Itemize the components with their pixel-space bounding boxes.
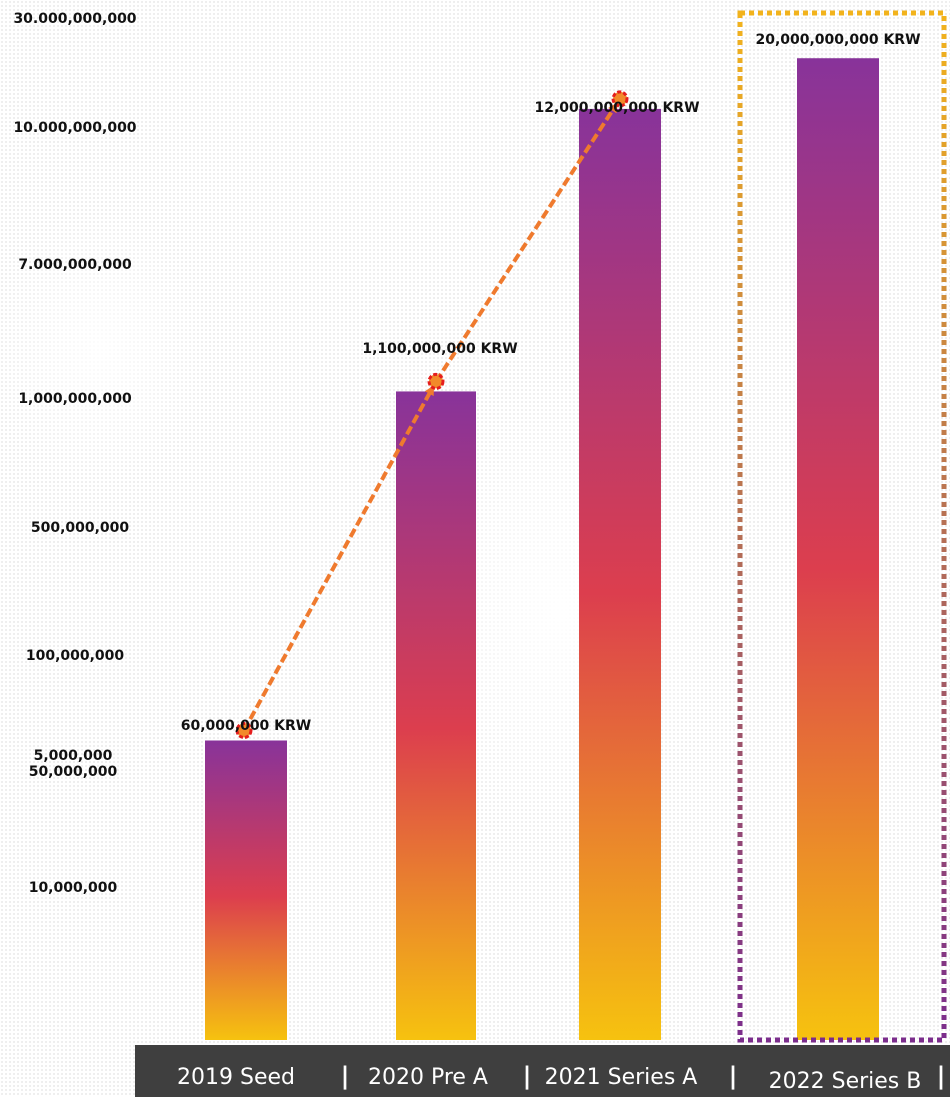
value-label-2022-series-b: 20,000,000,000 KRW [755, 32, 920, 48]
trend-marker-1 [235, 721, 253, 739]
trend-marker-3 [611, 90, 629, 108]
value-labels: 60,000,000 KRW 1,100,000,000 KRW 12,000,00… [181, 32, 921, 734]
category-separator-2: | [523, 1062, 532, 1090]
value-label-2021-series-a: 12,000,000,000 KRW [534, 100, 699, 116]
category-separator-3: | [729, 1062, 738, 1090]
category-separator-1: | [341, 1062, 350, 1090]
highlight-box-2022-series-b [737, 10, 947, 1043]
bar-2019-seed [205, 740, 287, 1040]
y-tick-label-2: 10.000,000,000 [13, 120, 136, 136]
y-axis: 30.000,000,000 10.000,000,000 7.000,000,00… [13, 11, 136, 896]
bar-2020-pre-a [396, 391, 476, 1040]
y-tick-label-6: 100,000,000 [26, 648, 125, 664]
y-tick-label-8: 10,000,000 [29, 880, 118, 896]
x-tick-label-2019-seed: 2019 Seed [177, 1065, 295, 1090]
y-tick-label-7: 50,000,000 [29, 764, 118, 780]
y-tick-label-4: 1,000,000,000 [18, 391, 132, 407]
category-bar-background [135, 1045, 950, 1097]
x-tick-label-2021-series-a: 2021 Series A [545, 1065, 698, 1090]
value-label-2019-seed: 60,000,000 KRW [181, 718, 312, 734]
trend-marker-2 [427, 372, 445, 390]
bar-2021-series-a [579, 108, 661, 1041]
trend-arrow-2 [434, 102, 618, 383]
trend-arrow-1 [242, 384, 435, 732]
bars [205, 58, 879, 1041]
x-tick-label-2022-series-b: 2022 Series B [769, 1069, 922, 1094]
bar-2022-series-b [797, 58, 879, 1041]
category-bar: 2019 Seed 2020 Pre A 2021 Series A 2022 Ser… [135, 1045, 950, 1097]
trend-arrows [235, 90, 629, 739]
y-tick-label-1: 30.000,000,000 [13, 11, 136, 27]
x-tick-label-2020-pre-a: 2020 Pre A [368, 1065, 488, 1090]
y-tick-label-9: 5,000,000 [34, 748, 113, 764]
category-separator-4: | [937, 1062, 946, 1090]
y-tick-label-3: 7.000,000,000 [18, 257, 132, 273]
value-label-2020-pre-a: 1,100,000,000 KRW [362, 341, 517, 357]
y-tick-label-5: 500,000,000 [31, 520, 130, 536]
